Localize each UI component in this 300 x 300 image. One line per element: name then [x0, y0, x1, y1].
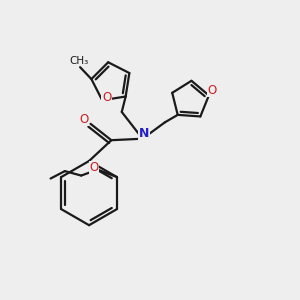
- Text: O: O: [208, 83, 217, 97]
- Text: O: O: [102, 92, 111, 104]
- Text: O: O: [89, 161, 99, 174]
- Text: N: N: [139, 127, 149, 140]
- Text: O: O: [80, 113, 88, 126]
- Text: CH₃: CH₃: [69, 56, 88, 66]
